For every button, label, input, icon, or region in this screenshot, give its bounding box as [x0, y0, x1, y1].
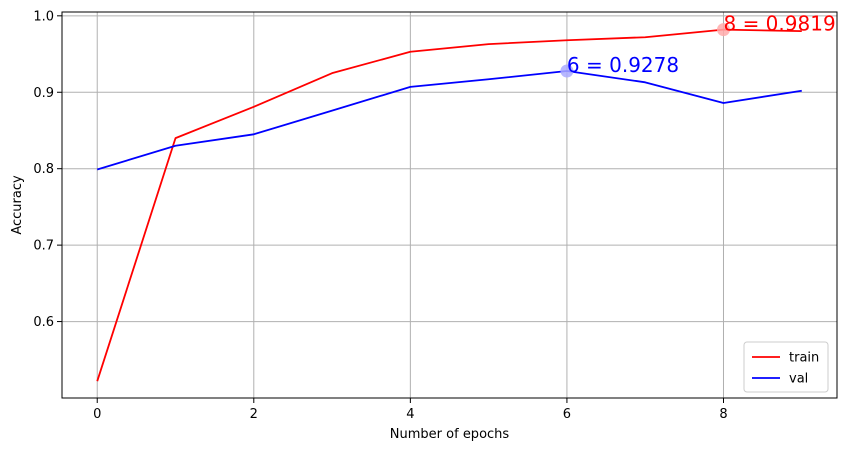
x-axis-label: Number of epochs: [390, 427, 510, 442]
legend-label-val: val: [789, 372, 808, 387]
axis-ticks: 0 2 4 6 8 0.6 0.7 0.8 0.9 1.0: [33, 9, 727, 422]
legend: train val: [743, 341, 829, 393]
y-tick-label: 1.0: [33, 9, 54, 24]
x-tick-label: 0: [93, 407, 101, 422]
series-lines: [96, 28, 802, 382]
x-tick-label: 2: [250, 407, 258, 422]
annotation-label: 8 = 0.9819: [723, 12, 835, 36]
annotation-marker: [716, 23, 730, 37]
annotation-marker: [560, 64, 574, 78]
legend-label-train: train: [789, 351, 819, 366]
annotations: 8 = 0.9819 6 = 0.9278: [560, 12, 836, 78]
legend-box: [743, 341, 829, 393]
plot-frame: [61, 11, 838, 399]
grid: [62, 12, 837, 398]
y-tick-label: 0.6: [33, 315, 54, 330]
series-line-train: [96, 28, 802, 382]
x-tick-label: 6: [563, 407, 571, 422]
y-tick-label: 0.9: [33, 86, 54, 101]
y-axis-label: Accuracy: [10, 175, 25, 235]
y-tick-label: 0.8: [33, 162, 54, 177]
series-line-val: [96, 70, 802, 171]
y-tick-label: 0.7: [33, 239, 54, 254]
x-tick-label: 4: [406, 407, 414, 422]
annotation-label: 6 = 0.9278: [567, 53, 679, 77]
x-tick-label: 8: [719, 407, 727, 422]
